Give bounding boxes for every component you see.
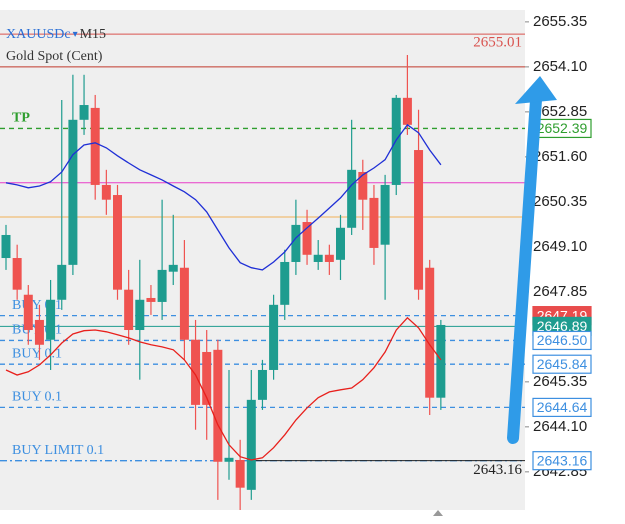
price-tag [532, 451, 592, 471]
candle-body [336, 227, 345, 260]
price-tag [532, 354, 592, 374]
candle-body [46, 299, 56, 340]
candle-body [291, 224, 301, 262]
y-tick-label: 2645.35 [533, 373, 587, 390]
y-tick-label: 2655.35 [533, 13, 587, 30]
candle-body [235, 459, 245, 488]
candle-body [146, 297, 156, 302]
candle-body [179, 267, 189, 340]
header: XAUUSDc ▾ M15 [6, 27, 106, 42]
candle-body [90, 107, 100, 185]
candle-body [34, 319, 44, 345]
line-label: BUY 0.1 [12, 390, 62, 405]
trend-arrow [507, 76, 557, 444]
candle-body [124, 289, 134, 331]
y-tick-label: 2654.10 [533, 58, 587, 75]
y-tick-label: 2650.35 [533, 193, 587, 210]
candle-body [380, 184, 390, 245]
line-label: BUY 0.1 [12, 346, 62, 361]
candle-body [113, 195, 122, 290]
candle-body [358, 171, 368, 200]
price-tag-label: 2645.84 [537, 356, 588, 372]
price-tag-label: 2646.89 [537, 318, 588, 334]
candle-body [436, 324, 446, 398]
arrow-head [515, 76, 557, 104]
candle-body [157, 269, 167, 302]
candle-body [425, 267, 435, 398]
y-tick-label: 2649.10 [533, 238, 587, 255]
candle-body [12, 258, 22, 290]
candle-body [369, 197, 379, 248]
line-label: TP [12, 111, 30, 126]
scroll-marker[interactable] [433, 510, 443, 516]
price-tag-label: 2644.64 [537, 399, 588, 415]
plot-area [0, 10, 525, 510]
candle-body [79, 105, 89, 120]
candle-body [135, 299, 145, 331]
moving-average [5, 123, 442, 271]
candle-body [191, 339, 201, 405]
candle-body [57, 264, 67, 300]
candle-body [168, 264, 178, 272]
y-tick-label: 2647.85 [533, 283, 587, 300]
candle-body [280, 261, 290, 305]
price-text: 2655.01 [473, 35, 522, 51]
candle-body [202, 351, 212, 405]
price-tag-label: 2643.16 [537, 452, 588, 468]
candle-body [23, 294, 33, 331]
moving-average [5, 316, 442, 461]
candle-body [68, 119, 78, 265]
candle-body [101, 184, 111, 200]
candle-body [257, 369, 267, 400]
y-tick-label: 2651.60 [533, 148, 587, 165]
price-text: 2643.16 [473, 462, 522, 478]
candle-body [391, 97, 401, 185]
candle-body [302, 222, 312, 255]
price-tags: 2655.012652.392647.192646.892646.502645.… [473, 35, 592, 478]
line-label: BUY LIMIT 0.1 [12, 443, 104, 458]
timeframe: M15 [80, 27, 106, 42]
candle-body [347, 169, 357, 228]
candle-body [313, 254, 323, 262]
price-tag [532, 397, 592, 418]
price-tag [532, 330, 592, 351]
candle-body [324, 254, 334, 262]
y-tick-label: 2644.10 [533, 418, 587, 435]
dropdown-icon[interactable]: ▾ [73, 29, 78, 40]
candle-body [402, 97, 412, 125]
subtitle: Gold Spot (Cent) [6, 49, 103, 64]
candle-body [1, 234, 11, 259]
candle-body [224, 457, 234, 462]
candle-body [414, 150, 424, 290]
candle-body [269, 304, 279, 370]
y-tick-label: 2652.85 [533, 103, 587, 120]
price-tag-label: 2652.39 [537, 120, 588, 136]
symbol: XAUUSDc [6, 27, 71, 42]
arrow-shaft [507, 94, 542, 444]
candle-body [213, 349, 223, 462]
candle-body [246, 399, 256, 490]
price-tag-label: 2646.50 [537, 332, 588, 348]
